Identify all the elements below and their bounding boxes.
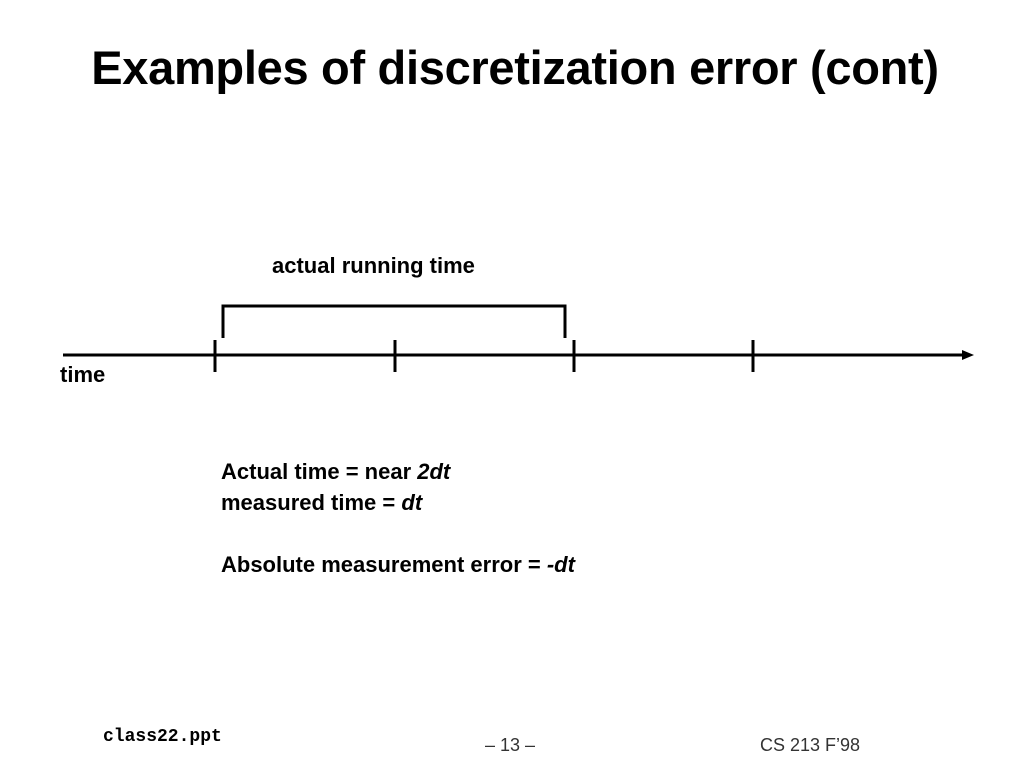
time-axis-label: time — [60, 362, 106, 387]
actual-time-line: Actual time = near 2dt — [221, 456, 575, 487]
footer-course: CS 213 F’98 — [760, 735, 861, 755]
error-line: Absolute measurement error = -dt — [221, 549, 575, 580]
measured-time-prefix: measured time = — [221, 490, 402, 515]
actual-time-value: 2dt — [417, 459, 451, 484]
slide-title: Examples of discretization error (cont) — [91, 41, 939, 94]
running-time-label: actual running time — [272, 253, 475, 278]
error-prefix: Absolute measurement error = — [221, 552, 547, 577]
notes-block: Actual time = near 2dt measured time = d… — [221, 456, 575, 580]
running-time-bracket — [221, 304, 567, 338]
measured-time-line: measured time = dt — [221, 487, 575, 518]
error-value: -dt — [546, 552, 575, 577]
notes-spacer — [221, 518, 575, 549]
footer-filename: class22.ppt — [103, 727, 222, 747]
footer-page-number: – 13 – — [484, 735, 536, 755]
actual-time-prefix: Actual time = near — [221, 459, 418, 484]
time-axis-arrowhead — [962, 350, 974, 360]
measured-time-value: dt — [401, 490, 423, 515]
